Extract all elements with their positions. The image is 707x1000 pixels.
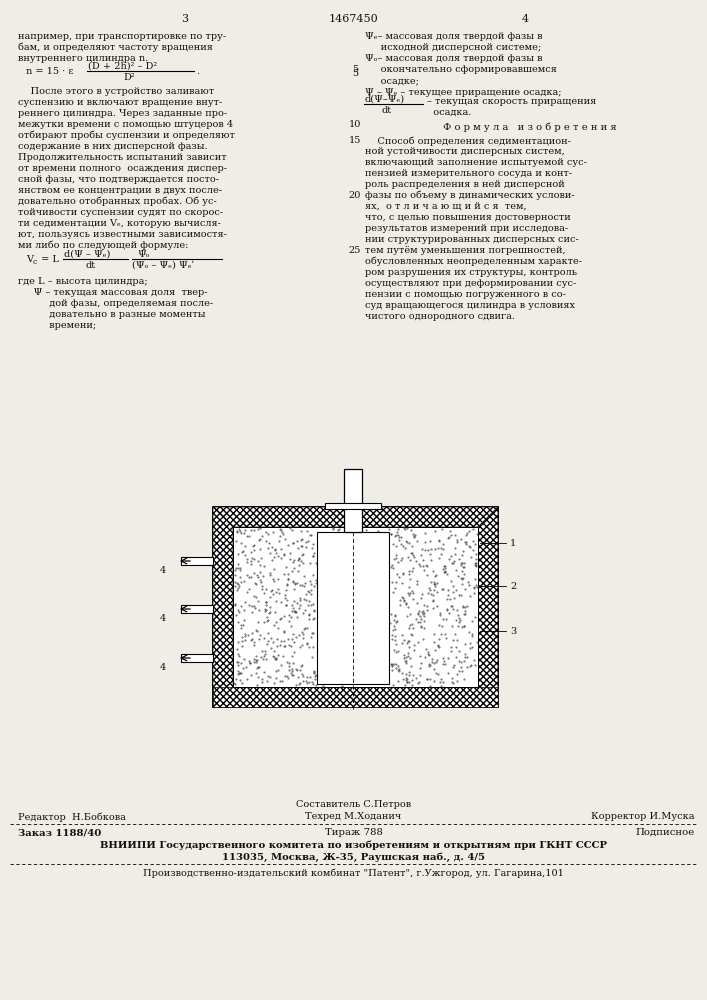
Polygon shape	[213, 507, 233, 707]
Text: нии структурированных дисперсных сис-: нии структурированных дисперсных сис-	[365, 235, 579, 244]
Text: суд вращающегося цилиндра в условиях: суд вращающегося цилиндра в условиях	[365, 301, 575, 310]
Text: Ψₑ– массовая доля твердой фазы в: Ψₑ– массовая доля твердой фазы в	[365, 32, 542, 41]
Text: фазы по объему в динамических услови-: фазы по объему в динамических услови-	[365, 191, 575, 200]
Text: реннего цилиндра. Через заданные про-: реннего цилиндра. Через заданные про-	[18, 109, 227, 118]
Text: от времени полного  осаждения диспер-: от времени полного осаждения диспер-	[18, 164, 227, 173]
Text: Производственно-издательский комбинат "Патент", г.Ужгород, ул. Гагарина,101: Производственно-издательский комбинат "П…	[143, 868, 564, 878]
Text: d(Ψ–Ψₑ): d(Ψ–Ψₑ)	[365, 95, 405, 104]
Text: суспензию и включают вращение внут-: суспензию и включают вращение внут-	[18, 98, 222, 107]
Text: Ψₒ: Ψₒ	[138, 250, 151, 259]
Text: ют, пользуясь известными зависимостя-: ют, пользуясь известными зависимостя-	[18, 230, 227, 239]
Text: 25: 25	[349, 246, 361, 255]
Polygon shape	[181, 557, 213, 565]
Text: 5: 5	[352, 69, 358, 78]
Text: осуществляют при деформировании сус-: осуществляют при деформировании сус-	[365, 279, 576, 288]
Text: ми либо по следующей формуле:: ми либо по следующей формуле:	[18, 241, 188, 250]
Text: чистого однородного сдвига.: чистого однородного сдвига.	[365, 312, 515, 321]
Text: 3: 3	[182, 14, 189, 24]
Text: где L – высота цилиндра;: где L – высота цилиндра;	[18, 277, 148, 286]
Text: содержание в них дисперсной фазы.: содержание в них дисперсной фазы.	[18, 142, 208, 151]
Text: 4: 4	[160, 663, 166, 672]
Text: пензией измерительного сосуда и конт-: пензией измерительного сосуда и конт-	[365, 169, 572, 178]
Text: 10: 10	[349, 120, 361, 129]
Text: янством ее концентрации в двух после-: янством ее концентрации в двух после-	[18, 186, 222, 195]
Text: осадке;: осадке;	[365, 76, 419, 85]
Text: отбирают пробы суспензии и определяют: отбирают пробы суспензии и определяют	[18, 131, 235, 140]
Text: = L: = L	[38, 255, 59, 264]
Text: бам, и определяют частоту вращения: бам, и определяют частоту вращения	[18, 43, 213, 52]
Text: довательно отобранных пробах. Об ус-: довательно отобранных пробах. Об ус-	[18, 197, 217, 207]
Text: Составитель С.Петров: Составитель С.Петров	[296, 800, 411, 809]
Text: 15: 15	[349, 136, 361, 145]
Text: Ф о р м у л а   и з о б р е т е н и я: Ф о р м у л а и з о б р е т е н и я	[443, 122, 617, 131]
Text: ВНИИПИ Государственного комитета по изобретениям и открытиям при ГКНТ СССР: ВНИИПИ Государственного комитета по изоб…	[100, 841, 607, 850]
Text: Редактор  Н.Бобкова: Редактор Н.Бобкова	[18, 812, 126, 822]
Text: Техред М.Ходанич: Техред М.Ходанич	[305, 812, 402, 821]
Text: Продолжительность испытаний зависит: Продолжительность испытаний зависит	[18, 153, 227, 162]
Text: обусловленных неопределенным характе-: обусловленных неопределенным характе-	[365, 257, 582, 266]
Polygon shape	[213, 507, 498, 707]
Text: включающий заполнение испытуемой сус-: включающий заполнение испытуемой сус-	[365, 158, 587, 167]
Text: пензии с помощью погруженного в со-: пензии с помощью погруженного в со-	[365, 290, 566, 299]
Text: 3: 3	[510, 627, 516, 636]
Text: ром разрушения их структуры, контроль: ром разрушения их структуры, контроль	[365, 268, 577, 277]
Text: что, с целью повышения достоверности: что, с целью повышения достоверности	[365, 213, 571, 222]
Text: 113035, Москва, Ж-35, Раушская наб., д. 4/5: 113035, Москва, Ж-35, Раушская наб., д. …	[222, 852, 485, 862]
Text: 1: 1	[510, 539, 516, 548]
Text: (Ψₒ – Ψₑ) Ψₑʹ: (Ψₒ – Ψₑ) Ψₑʹ	[132, 261, 194, 270]
Text: 4: 4	[522, 14, 529, 24]
Text: – текущая скорость приращения: – текущая скорость приращения	[427, 97, 596, 106]
Text: роль распределения в ней дисперсной: роль распределения в ней дисперсной	[365, 180, 565, 189]
Polygon shape	[325, 503, 381, 509]
Text: времени;: времени;	[18, 321, 96, 330]
Text: dt: dt	[382, 106, 392, 115]
Text: внутреннего цилиндра n.: внутреннего цилиндра n.	[18, 54, 148, 63]
Text: ти седиментации Vₑ, которую вычисля-: ти седиментации Vₑ, которую вычисля-	[18, 219, 221, 228]
Text: V: V	[26, 255, 33, 264]
Text: например, при транспортировке по тру-: например, при транспортировке по тру-	[18, 32, 226, 41]
Text: Подписное: Подписное	[636, 828, 695, 837]
Text: Тираж 788: Тираж 788	[325, 828, 382, 837]
Text: дой фазы, определяемая после-: дой фазы, определяемая после-	[18, 299, 213, 308]
Text: Ψ – текущая массовая доля  твер-: Ψ – текущая массовая доля твер-	[18, 288, 207, 297]
Text: 4: 4	[160, 614, 166, 623]
Text: c: c	[33, 258, 37, 266]
Text: Заказ 1188/40: Заказ 1188/40	[18, 828, 101, 837]
Text: 4: 4	[160, 566, 166, 575]
Text: (D + 2h)² – D²: (D + 2h)² – D²	[88, 62, 157, 71]
Polygon shape	[213, 507, 498, 527]
Text: Ψₒ– массовая доля твердой фазы в: Ψₒ– массовая доля твердой фазы в	[365, 54, 542, 63]
Text: 5: 5	[352, 65, 358, 74]
Text: 2: 2	[510, 582, 516, 591]
Text: довательно в разные моменты: довательно в разные моменты	[18, 310, 206, 319]
Text: тойчивости суспензии судят по скорос-: тойчивости суспензии судят по скорос-	[18, 208, 223, 217]
Text: ной устойчивости дисперсных систем,: ной устойчивости дисперсных систем,	[365, 147, 565, 156]
Text: исходной дисперсной системе;: исходной дисперсной системе;	[365, 43, 541, 52]
Text: ях,  о т л и ч а ю щ и й с я  тем,: ях, о т л и ч а ю щ и й с я тем,	[365, 202, 527, 211]
Text: Ψ – Ψₑ – текущее приращение осадка;: Ψ – Ψₑ – текущее приращение осадка;	[365, 88, 561, 97]
Polygon shape	[344, 469, 362, 532]
Text: Способ определения седиментацион-: Способ определения седиментацион-	[365, 136, 571, 145]
Polygon shape	[181, 654, 213, 662]
Text: осадка.: осадка.	[427, 108, 472, 117]
Text: тем путём уменьшения погрешностей,: тем путём уменьшения погрешностей,	[365, 246, 566, 255]
Polygon shape	[213, 687, 498, 707]
Text: 20: 20	[349, 191, 361, 200]
Polygon shape	[317, 532, 389, 684]
Text: n = 15 · ε: n = 15 · ε	[26, 67, 74, 76]
Text: .: .	[196, 67, 199, 76]
Polygon shape	[181, 605, 213, 613]
Text: сной фазы, что подтверждается посто-: сной фазы, что подтверждается посто-	[18, 175, 219, 184]
Polygon shape	[478, 507, 498, 707]
Text: D²: D²	[123, 73, 134, 82]
Text: результатов измерений при исследова-: результатов измерений при исследова-	[365, 224, 568, 233]
Text: После этого в устройство заливают: После этого в устройство заливают	[18, 87, 214, 96]
Polygon shape	[233, 527, 478, 687]
Text: dt: dt	[86, 261, 96, 270]
Text: Корректор И.Муска: Корректор И.Муска	[592, 812, 695, 821]
Text: 1467450: 1467450	[329, 14, 378, 24]
Text: окончательно сформировавшемся: окончательно сформировавшемся	[365, 65, 557, 74]
Text: d(Ψ – Ψₑ): d(Ψ – Ψₑ)	[64, 250, 110, 259]
Text: межутки времени с помощью штуцеров 4: межутки времени с помощью штуцеров 4	[18, 120, 233, 129]
